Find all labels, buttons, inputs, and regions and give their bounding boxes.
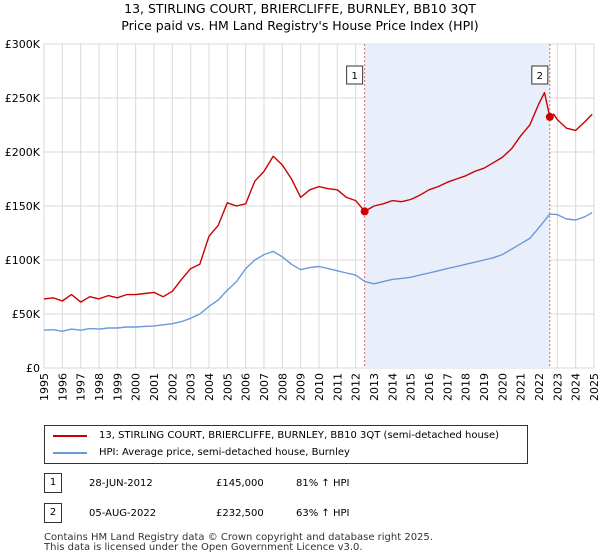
sale-row-2: 2 05-AUG-2022 £232,500 63% ↑ HPI bbox=[44, 503, 444, 523]
sale-point-1 bbox=[360, 207, 369, 216]
hpi-line bbox=[43, 211, 593, 332]
x-tick-label: 2005 bbox=[221, 373, 234, 401]
y-tick-label: £250K bbox=[5, 92, 41, 105]
sale-label-1: 1 bbox=[351, 71, 357, 82]
sale-date-2: 05-AUG-2022 bbox=[89, 508, 157, 519]
legend-item-hpi: HPI: Average price, semi-detached house,… bbox=[53, 445, 523, 461]
x-tick-label: 2013 bbox=[368, 373, 381, 401]
y-tick-label: £150K bbox=[5, 200, 41, 213]
y-tick-label: £0 bbox=[26, 362, 40, 375]
x-tick-label: 2009 bbox=[295, 373, 308, 401]
price-chart: 1 2 £0 £50K £100K £150K £200K £250K £300K 1995 19… bbox=[5, 38, 600, 401]
property-price-line bbox=[43, 91, 593, 303]
legend-swatch-hpi bbox=[53, 452, 87, 454]
x-tick-label: 2000 bbox=[130, 373, 143, 401]
x-tick-label: 1995 bbox=[38, 373, 51, 401]
x-tick-label: 2007 bbox=[258, 373, 271, 401]
sale-marker-2: 2 bbox=[44, 503, 62, 523]
x-tick-label: 2001 bbox=[148, 373, 161, 401]
y-tick-label: £50K bbox=[12, 308, 41, 321]
x-tick-label: 2023 bbox=[551, 373, 564, 401]
x-tick-label: 1997 bbox=[75, 373, 88, 401]
sale-hpi-1: 81% ↑ HPI bbox=[296, 478, 350, 489]
sale-label-box-1 bbox=[346, 65, 364, 85]
sale-price-1: £145,000 bbox=[216, 478, 264, 489]
x-tick-label: 2022 bbox=[533, 373, 546, 401]
x-tick-label: 2019 bbox=[478, 373, 491, 401]
x-tick-label: 2003 bbox=[185, 373, 198, 401]
sale-date-1: 28-JUN-2012 bbox=[89, 478, 153, 489]
x-tick-label: 2012 bbox=[350, 373, 363, 401]
y-tick-label: £100K bbox=[5, 254, 41, 267]
x-tick-label: 2004 bbox=[203, 373, 216, 401]
x-tick-label: 2024 bbox=[570, 373, 583, 401]
chart-title: 13, STIRLING COURT, BRIERCLIFFE, BURNLEY… bbox=[124, 1, 476, 16]
sale-label-box-2 bbox=[531, 65, 549, 85]
x-tick-label: 2011 bbox=[331, 373, 344, 401]
sale-hpi-2: 63% ↑ HPI bbox=[296, 508, 350, 519]
legend-swatch-property bbox=[53, 435, 87, 437]
x-tick-label: 2025 bbox=[588, 373, 600, 401]
ownership-shaded-region bbox=[364, 44, 550, 368]
x-tick-label: 2006 bbox=[240, 373, 253, 401]
x-tick-label: 2018 bbox=[460, 373, 473, 401]
footer-copyright: Contains HM Land Registry data © Crown c… bbox=[44, 532, 433, 543]
x-tick-label: 1998 bbox=[93, 373, 106, 401]
x-tick-label: 2017 bbox=[441, 373, 454, 401]
chart-subtitle: Price paid vs. HM Land Registry's House … bbox=[121, 18, 479, 33]
sale-marker-1: 1 bbox=[44, 473, 62, 493]
x-tick-label: 2010 bbox=[313, 373, 326, 401]
x-tick-label: 2015 bbox=[405, 373, 418, 401]
sale-point-2 bbox=[545, 112, 554, 121]
x-tick-label: 1996 bbox=[56, 373, 69, 401]
x-tick-label: 2002 bbox=[166, 373, 179, 401]
legend-label-hpi: HPI: Average price, semi-detached house,… bbox=[99, 447, 350, 458]
y-tick-label: £200K bbox=[5, 146, 41, 159]
y-tick-label: £300K bbox=[5, 38, 41, 51]
legend: 13, STIRLING COURT, BRIERCLIFFE, BURNLEY… bbox=[44, 425, 528, 464]
x-tick-label: 2014 bbox=[386, 373, 399, 401]
footer-licence: This data is licensed under the Open Gov… bbox=[44, 542, 363, 553]
legend-item-property: 13, STIRLING COURT, BRIERCLIFFE, BURNLEY… bbox=[53, 428, 523, 444]
x-tick-label: 2016 bbox=[423, 373, 436, 401]
x-tick-label: 2020 bbox=[496, 373, 509, 401]
sale-label-2: 2 bbox=[537, 71, 543, 82]
x-tick-label: 1999 bbox=[111, 373, 124, 401]
legend-label-property: 13, STIRLING COURT, BRIERCLIFFE, BURNLEY… bbox=[99, 430, 500, 441]
sale-row-1: 1 28-JUN-2012 £145,000 81% ↑ HPI bbox=[44, 473, 444, 493]
x-tick-label: 2008 bbox=[276, 373, 289, 401]
sale-price-2: £232,500 bbox=[216, 508, 264, 519]
x-tick-label: 2021 bbox=[515, 373, 528, 401]
